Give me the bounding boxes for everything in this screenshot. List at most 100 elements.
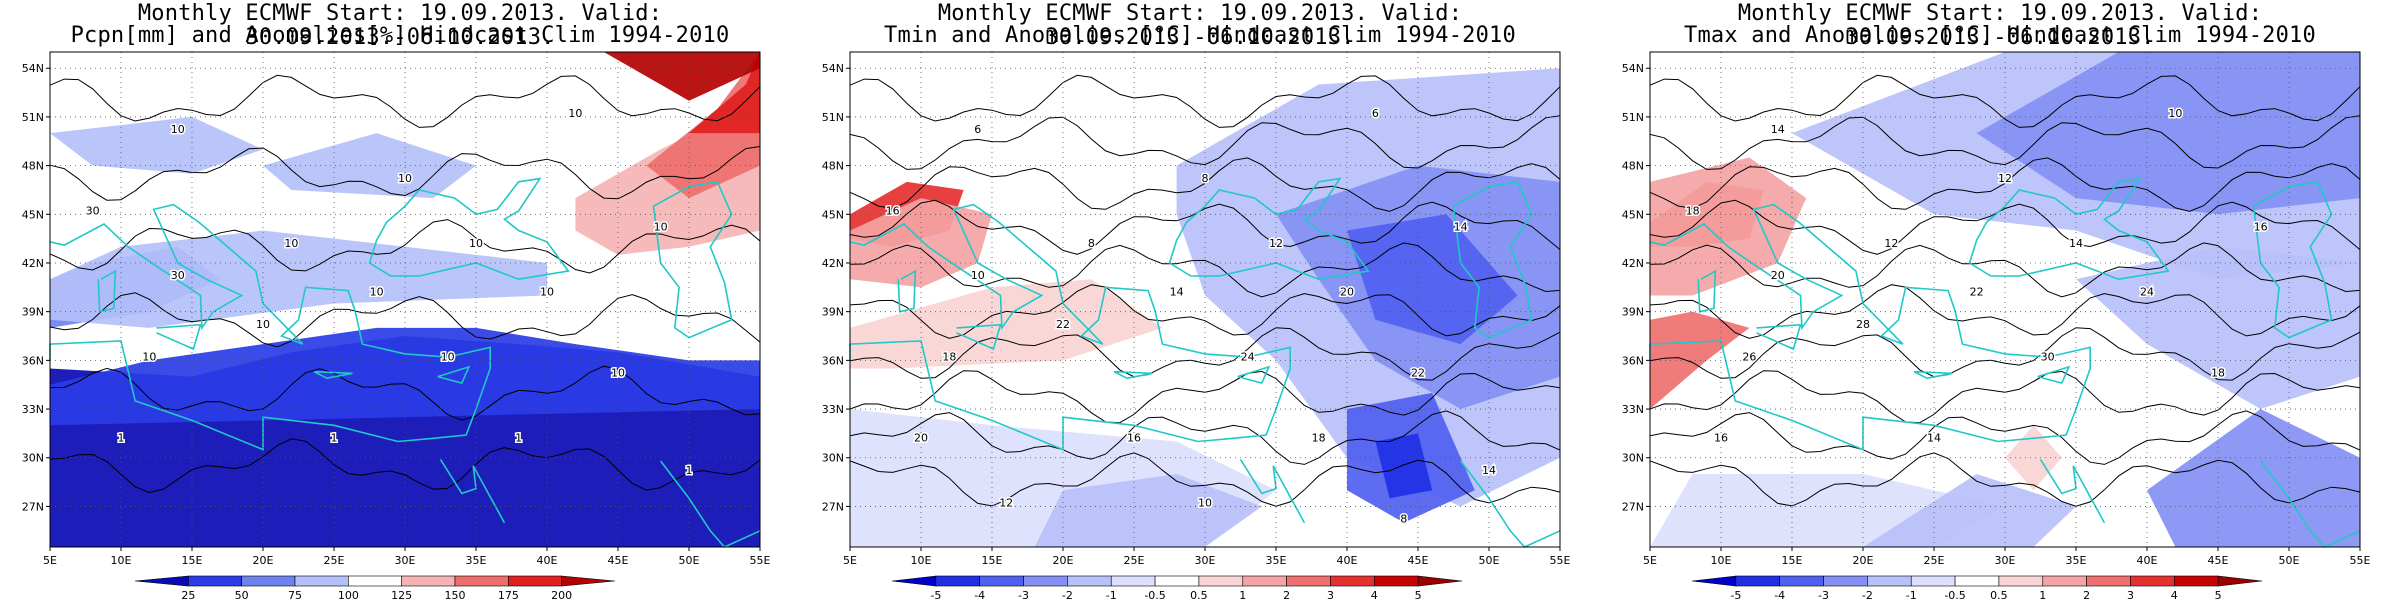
lat-tick-label: 30N bbox=[22, 452, 44, 465]
lat-tick-label: 36N bbox=[22, 354, 44, 367]
coastline bbox=[897, 269, 917, 313]
colorbar-swatch bbox=[1954, 575, 2000, 587]
lon-tick-label: 20E bbox=[253, 554, 274, 567]
contour-lines bbox=[1649, 74, 2361, 507]
colorbar-label: 5 bbox=[2215, 589, 2222, 600]
anomaly-area bbox=[1650, 157, 1807, 296]
lat-tick-label: 45N bbox=[1622, 208, 1644, 221]
contour-label: 10 bbox=[171, 123, 185, 136]
contour-label: 14 bbox=[1170, 285, 1184, 298]
coastline bbox=[652, 180, 733, 339]
lon-tick-label: 30E bbox=[1195, 554, 1216, 567]
lat-tick-label: 27N bbox=[822, 500, 844, 513]
contour-label: 1 bbox=[331, 432, 338, 445]
contour-label: 10 bbox=[256, 318, 270, 331]
panel-title-line2: Pcpn[mm] and Anomalies[%] Hindcast Clim … bbox=[70, 23, 730, 48]
colorbar-swatch bbox=[188, 575, 242, 587]
colorbar-swatch bbox=[1242, 575, 1287, 587]
contour-label: 18 bbox=[1686, 204, 1700, 217]
colorbar-label: -0.5 bbox=[1144, 589, 1165, 600]
contour-label: 10 bbox=[971, 269, 985, 282]
lon-tick-label: 35E bbox=[466, 554, 487, 567]
colorbar-label: 3 bbox=[1327, 589, 1334, 600]
colorbar-label: -4 bbox=[974, 589, 985, 600]
contour-lines bbox=[49, 74, 761, 494]
contour-label: 20 bbox=[1340, 285, 1354, 298]
colorbar-label: 175 bbox=[498, 589, 519, 600]
colorbar-label: 2 bbox=[2083, 589, 2090, 600]
lon-tick-label: 40E bbox=[1337, 554, 1358, 567]
contour-label: 28 bbox=[1856, 318, 1870, 331]
coastline bbox=[2039, 458, 2106, 524]
colorbar-swatch bbox=[348, 575, 402, 587]
contour-label: 6 bbox=[1372, 107, 1379, 120]
graticule bbox=[850, 52, 1560, 547]
lon-tick-label: 20E bbox=[1853, 554, 1874, 567]
lat-tick-label: 30N bbox=[1622, 452, 1644, 465]
colorbar-swatch bbox=[2217, 575, 2263, 587]
contour-label: 16 bbox=[886, 204, 900, 217]
colorbar-label: -1 bbox=[1106, 589, 1117, 600]
anomaly-area bbox=[263, 133, 476, 199]
colorbar-swatch bbox=[2086, 575, 2131, 587]
lon-tick-label: 45E bbox=[608, 554, 629, 567]
contour-label: 8 bbox=[1088, 237, 1095, 250]
contour-label: 14 bbox=[2069, 237, 2083, 250]
colorbar-swatch bbox=[1823, 575, 1868, 587]
lat-tick-label: 42N bbox=[1622, 257, 1644, 270]
coastline bbox=[368, 177, 570, 281]
contour-label: 20 bbox=[1771, 269, 1785, 282]
colorbar-label: -3 bbox=[1818, 589, 1829, 600]
colorbar-swatch bbox=[1910, 575, 1956, 587]
lon-tick-label: 20E bbox=[1053, 554, 1074, 567]
coastlines bbox=[1649, 177, 2361, 548]
contour-label: 24 bbox=[2140, 285, 2154, 298]
lon-tick-label: 45E bbox=[1408, 554, 1429, 567]
contour-line bbox=[849, 157, 1561, 212]
contour-label: 18 bbox=[2211, 367, 2225, 380]
contour-line bbox=[849, 327, 1561, 381]
lon-tick-label: 5E bbox=[843, 554, 857, 567]
colorbar: -5 -4 -3 -2 -1 -0.5 0.5 1 2 3 4 5 bbox=[891, 575, 1463, 600]
lon-tick-label: 5E bbox=[1643, 554, 1657, 567]
coastline bbox=[1459, 460, 1561, 548]
anomaly-area bbox=[50, 116, 263, 174]
colorbar-swatch bbox=[294, 575, 349, 587]
coastline bbox=[1168, 177, 1370, 281]
colorbar-label: 50 bbox=[235, 589, 249, 600]
lon-tick-label: 50E bbox=[1479, 554, 1500, 567]
contour-lines bbox=[849, 74, 1561, 507]
coastline bbox=[1113, 370, 1153, 380]
contour-label: 10 bbox=[568, 107, 582, 120]
colorbar-swatch bbox=[2174, 575, 2219, 587]
colorbar-swatch bbox=[134, 575, 189, 587]
colorbar-label: 150 bbox=[445, 589, 466, 600]
colorbar-swatch bbox=[1330, 575, 1375, 587]
anomaly-area bbox=[1650, 311, 1750, 410]
coastline bbox=[2252, 180, 2333, 339]
contour-line bbox=[849, 199, 1561, 255]
colorbar-label: -5 bbox=[930, 589, 941, 600]
coastline bbox=[49, 203, 492, 451]
coastline bbox=[1697, 269, 1717, 313]
coastline bbox=[2037, 365, 2071, 385]
colorbar-swatch bbox=[2130, 575, 2175, 587]
lon-tick-label: 45E bbox=[2208, 554, 2229, 567]
contour-line bbox=[1649, 452, 2361, 507]
coastline bbox=[156, 323, 202, 351]
lon-tick-label: 35E bbox=[1266, 554, 1287, 567]
lon-tick-label: 10E bbox=[1711, 554, 1732, 567]
contour-line bbox=[849, 410, 1561, 465]
lon-tick-label: 15E bbox=[982, 554, 1003, 567]
contour-line bbox=[1649, 199, 2361, 255]
colorbar-swatch bbox=[1286, 575, 1331, 587]
contour-line bbox=[849, 284, 1561, 339]
colorbar-label: 125 bbox=[391, 589, 412, 600]
lon-tick-label: 25E bbox=[1924, 554, 1945, 567]
contour-label: 10 bbox=[469, 237, 483, 250]
contour-label: 22 bbox=[1056, 318, 1070, 331]
lat-tick-label: 42N bbox=[822, 257, 844, 270]
lon-tick-label: 5E bbox=[43, 554, 57, 567]
colorbar-label: -0.5 bbox=[1944, 589, 1965, 600]
contour-label: 10 bbox=[142, 350, 156, 363]
